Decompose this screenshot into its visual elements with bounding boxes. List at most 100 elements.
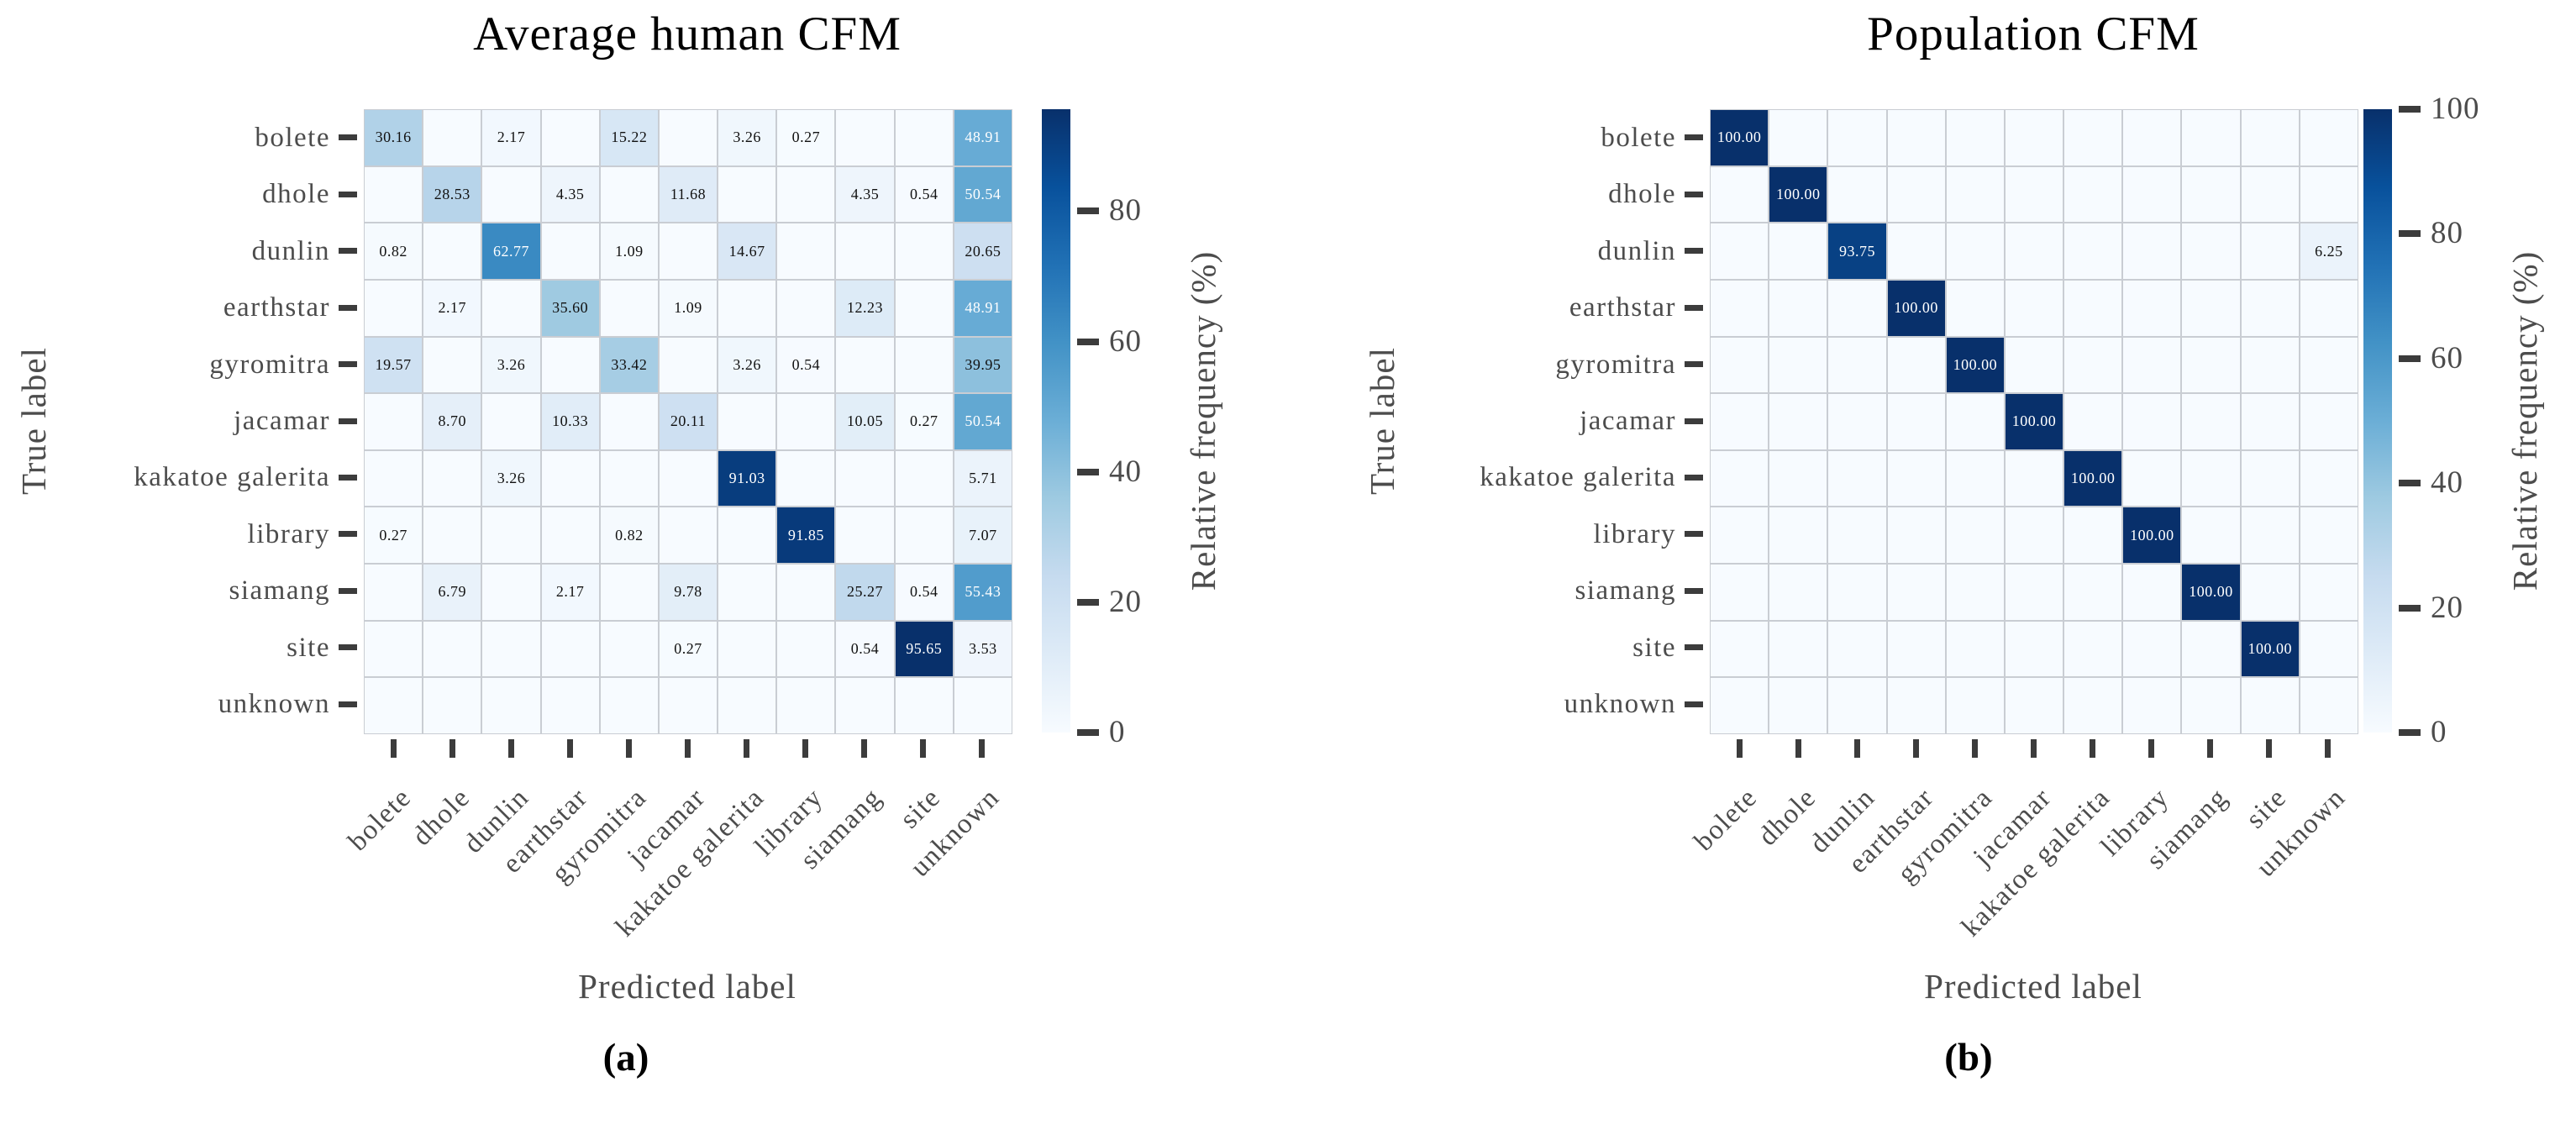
panel-a-heatmap: 30.16 2.17 15.22 3.26 0.27 48.91 28.53 4.35 11.6… (364, 109, 1012, 734)
panel-b-x-axis-label: Predicted label (1924, 967, 2142, 1006)
colorbar-tick-label: 40 (1109, 454, 1142, 489)
heatmap-cell (895, 678, 953, 733)
heatmap-cell: 93.75 (1828, 223, 1886, 279)
heatmap-cell (423, 678, 481, 733)
heatmap-cell: 100.00 (1946, 337, 2004, 393)
heatmap-cell (423, 450, 481, 507)
heatmap-cell (1828, 337, 1886, 393)
heatmap-cell (1887, 394, 1945, 449)
heatmap-cell (1887, 450, 1945, 507)
heatmap-cell (1711, 507, 1769, 564)
heatmap-cell: 15.22 (600, 110, 658, 165)
heatmap-cell: 11.68 (659, 166, 718, 223)
heatmap-cell (1887, 621, 1945, 677)
heatmap-cell: 6.79 (423, 565, 481, 620)
y-tick-mark (1685, 474, 1703, 481)
heatmap-cell (1946, 678, 2004, 733)
heatmap-cell (1769, 507, 1827, 564)
heatmap-cell (1828, 110, 1886, 165)
heatmap-cell: 0.54 (895, 166, 953, 223)
heatmap-cell (2241, 223, 2299, 279)
y-tick-mark (1685, 304, 1703, 311)
x-tick-mark (1971, 739, 1978, 758)
y-tick-label: gyromitra (209, 349, 330, 380)
heatmap-cell (482, 565, 540, 620)
y-tick-mark (339, 361, 357, 368)
colorbar-tick-label: 20 (2431, 590, 2463, 625)
colorbar-tick-mark (2399, 729, 2421, 736)
y-tick-label: library (1593, 518, 1676, 549)
heatmap-cell: 3.26 (718, 110, 776, 165)
heatmap-cell (1828, 394, 1886, 449)
heatmap-cell (718, 507, 776, 564)
heatmap-cell (1711, 450, 1769, 507)
x-tick-mark (860, 739, 867, 758)
heatmap-cell (1828, 678, 1886, 733)
heatmap-cell (1711, 166, 1769, 223)
heatmap-cell: 6.25 (2300, 223, 2358, 279)
heatmap-cell (2241, 450, 2299, 507)
heatmap-cell (2005, 507, 2063, 564)
heatmap-cell (2123, 394, 2181, 449)
heatmap-cell (1887, 337, 1945, 393)
y-tick-label: unknown (218, 689, 330, 720)
heatmap-cell: 0.54 (836, 621, 894, 677)
x-tick-mark (802, 739, 808, 758)
heatmap-cell (1887, 110, 1945, 165)
heatmap-cell (2182, 337, 2240, 393)
heatmap-cell (365, 280, 423, 336)
heatmap-cell: 50.54 (954, 394, 1012, 449)
y-tick-label: earthstar (1569, 292, 1676, 323)
heatmap-cell (836, 223, 894, 279)
heatmap-cell: 100.00 (2182, 565, 2240, 620)
heatmap-cell (1711, 223, 1769, 279)
heatmap-cell: 2.17 (423, 280, 481, 336)
heatmap-cell (2300, 507, 2358, 564)
heatmap-cell (1946, 166, 2004, 223)
heatmap-cell (600, 621, 658, 677)
heatmap-cell: 8.70 (423, 394, 481, 449)
heatmap-cell (1828, 450, 1886, 507)
y-tick-mark (339, 644, 357, 651)
heatmap-cell (2241, 678, 2299, 733)
heatmap-cell (1946, 621, 2004, 677)
heatmap-cell: 19.57 (365, 337, 423, 393)
heatmap-cell (2123, 223, 2181, 279)
heatmap-cell: 1.09 (659, 280, 718, 336)
heatmap-cell (895, 110, 953, 165)
heatmap-cell: 12.23 (836, 280, 894, 336)
heatmap-cell: 39.95 (954, 337, 1012, 393)
heatmap-cell: 28.53 (423, 166, 481, 223)
heatmap-cell (1769, 337, 1827, 393)
x-tick-mark (1912, 739, 1919, 758)
heatmap-cell (423, 337, 481, 393)
heatmap-cell (600, 394, 658, 449)
heatmap-cell (600, 280, 658, 336)
heatmap-cell (365, 394, 423, 449)
heatmap-cell: 100.00 (2241, 621, 2299, 677)
heatmap-cell (2300, 565, 2358, 620)
colorbar-tick-mark (1077, 598, 1099, 606)
heatmap-cell: 33.42 (600, 337, 658, 393)
x-tick-mark (978, 739, 985, 758)
heatmap-cell: 35.60 (541, 280, 599, 336)
heatmap-cell: 0.27 (365, 507, 423, 564)
x-tick-mark (2089, 739, 2095, 758)
y-tick-label: dhole (1608, 179, 1676, 210)
heatmap-cell: 100.00 (2064, 450, 2122, 507)
heatmap-cell (954, 678, 1012, 733)
heatmap-cell (600, 450, 658, 507)
heatmap-cell (2123, 110, 2181, 165)
heatmap-cell (2005, 450, 2063, 507)
y-tick-label: jacamar (234, 406, 330, 436)
y-tick-mark (339, 134, 357, 141)
heatmap-cell: 48.91 (954, 280, 1012, 336)
heatmap-cell: 100.00 (2005, 394, 2063, 449)
heatmap-cell (1769, 678, 1827, 733)
heatmap-cell (2300, 394, 2358, 449)
heatmap-cell (2064, 110, 2122, 165)
y-tick-label: library (247, 518, 330, 549)
heatmap-cell (1946, 507, 2004, 564)
heatmap-cell (1769, 223, 1827, 279)
heatmap-cell (2241, 394, 2299, 449)
